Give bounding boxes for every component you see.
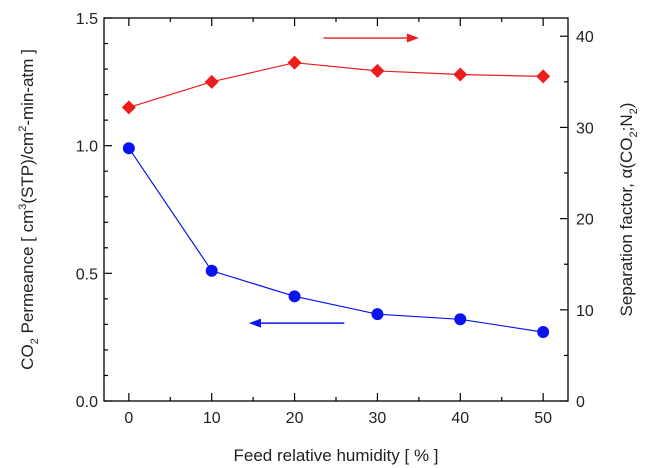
y-axis-left-title: CO2 Permeance [ cm3(STP)/cm2-min-atm ] — [17, 49, 41, 370]
data-point-left — [454, 313, 467, 326]
y-right-tick-label: 40 — [576, 29, 594, 46]
data-point-left — [371, 308, 384, 321]
series-lines — [128, 62, 544, 333]
y-left-tick-label: 0.5 — [76, 266, 98, 283]
data-point-left — [122, 142, 135, 155]
arrow-left-head — [249, 318, 261, 328]
data-point-right — [204, 74, 219, 89]
x-tick-label: 0 — [124, 410, 133, 427]
x-tick-label: 20 — [286, 410, 304, 427]
data-point-right — [453, 67, 468, 82]
data-point-right — [287, 55, 302, 70]
x-tick-label: 10 — [203, 410, 221, 427]
arrow-right-head — [406, 33, 419, 43]
data-point-left — [205, 264, 218, 277]
y-right-tick-label: 20 — [576, 212, 594, 229]
y-right-tick-label: 30 — [576, 120, 594, 137]
series-line-left — [128, 147, 544, 333]
y-right-tick-label: 10 — [576, 303, 594, 320]
series-markers — [121, 55, 551, 339]
data-point-right — [536, 69, 551, 84]
data-point-right — [121, 100, 136, 115]
x-axis-title: Feed relative humidity [ % ] — [233, 446, 438, 465]
y-left-tick-label: 1.5 — [76, 11, 98, 28]
x-tick-label: 30 — [369, 410, 387, 427]
y-left-tick-label: 0.0 — [76, 394, 98, 411]
data-point-left — [537, 326, 550, 339]
data-point-right — [370, 63, 385, 78]
series-line-right — [128, 62, 544, 108]
tick-group: 0 10 20 30 40 50 0.0 0.5 1.0 1.5 0 10 20 30 40 — [76, 11, 594, 427]
x-tick-label: 40 — [451, 410, 469, 427]
data-point-left — [288, 290, 301, 303]
y-left-tick-label: 1.0 — [76, 139, 98, 156]
x-tick-label: 50 — [534, 410, 552, 427]
direction-arrows — [249, 33, 419, 328]
y-axis-right-title: Separation factor, α(CO2;N2) — [617, 103, 640, 317]
y-right-tick-label: 0 — [576, 394, 585, 411]
